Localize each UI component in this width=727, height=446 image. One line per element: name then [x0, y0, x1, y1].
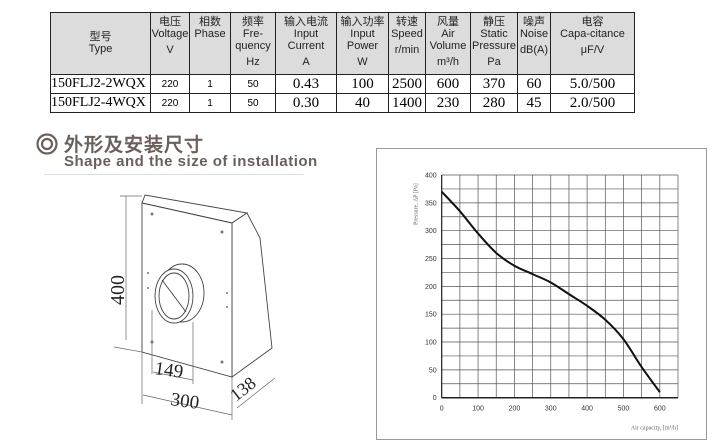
header-en: Static Pressure [471, 28, 517, 52]
header-unit: A [302, 56, 310, 68]
header-en: Phase [194, 28, 226, 40]
header-en: Noise [519, 28, 549, 40]
table-row: 150FLJ2-4WQX 220 1 50 0.30 40 1400 230 280 45 2.0/… [50, 93, 635, 113]
column-header: 噪声 Noise dB(A) [517, 12, 551, 75]
y-tick-label: 300 [425, 228, 437, 235]
header-cn: 电压 [159, 16, 181, 28]
header-cn: 噪声 [523, 16, 545, 28]
y-tick-label: 200 [425, 284, 437, 291]
header-unit: W [357, 56, 368, 68]
x-tick-label: 300 [545, 406, 557, 413]
column-header: 频率 Fre-quency Hz [230, 12, 276, 75]
table-row: 150FLJ2-2WQX 220 1 50 0.43 100 2500 600 370 60 5.0… [50, 74, 635, 94]
header-unit: μF/V [580, 44, 605, 56]
header-cn: 频率 [242, 16, 264, 28]
header-cn: 相数 [199, 16, 221, 28]
y-axis-label: Pressure, ΔP [Pa] [414, 183, 420, 225]
double-circle-icon [36, 132, 58, 155]
header-cn: 风量 [437, 16, 459, 28]
header-unit: Pa [487, 56, 501, 68]
table-cell: 2.0/500 [550, 93, 635, 113]
header-cn: 输入功率 [340, 16, 385, 28]
y-tick-label: 100 [425, 340, 437, 347]
dimension-height: 400 [107, 275, 129, 305]
table-cell: 100 [336, 74, 389, 94]
header-unit: m³/h [437, 56, 459, 68]
section-title: 外形及安装尺寸 [36, 130, 204, 157]
column-header: 电压 Voltage V [150, 12, 190, 75]
header-en: Speed [391, 28, 423, 40]
column-header: 型号 Type [50, 12, 151, 75]
header-unit: V [166, 44, 174, 56]
installation-drawing: 400 149 300 138 [107, 194, 276, 420]
column-header: 电容 Capa-citance μF/V [550, 12, 635, 75]
header-en: Air Volume [429, 28, 467, 52]
x-tick-label: 100 [472, 406, 484, 413]
header-unit: Hz [246, 56, 260, 68]
y-tick-label: 50 [429, 367, 437, 374]
header-unit: dB(A) [519, 44, 549, 56]
header-en: Type [88, 43, 113, 55]
table-cell: 45 [517, 93, 551, 113]
x-tick-label: 600 [654, 406, 666, 413]
pressure-curve [440, 191, 661, 393]
x-tick-label: 400 [581, 406, 593, 413]
y-tick-label: 150 [425, 312, 437, 319]
table-cell: 1400 [388, 93, 426, 113]
header-en: Fre-quency [235, 28, 271, 52]
column-header: 静压 Static Pressure Pa [470, 12, 518, 75]
header-en: Capa-citance [560, 28, 625, 40]
y-tick-label: 250 [425, 256, 437, 263]
x-axis-label: Air capacity, [m³/h] [631, 426, 678, 432]
header-cn: 输入电流 [284, 16, 328, 28]
column-header: 相数 Phase [189, 12, 231, 75]
table-cell: 0.30 [275, 93, 337, 113]
dimension-width: 300 [169, 389, 200, 414]
x-tick-label: 500 [618, 406, 630, 413]
y-tick-label: 400 [425, 173, 437, 180]
header-cn: 型号 [89, 31, 112, 43]
x-tick-label: 200 [509, 406, 521, 413]
y-tick-label: 0 [433, 395, 437, 402]
header-cn: 静压 [483, 16, 505, 28]
table-cell: 150FLJ2-4WQX [50, 93, 151, 113]
y-tick-label: 350 [425, 200, 437, 207]
dimension-duct: 149 [153, 358, 184, 383]
column-header: 转速 Speed r/min [388, 12, 426, 75]
header-en: Input Power [346, 28, 379, 52]
table-cell: 0.43 [275, 74, 337, 94]
header-en: Voltage [151, 28, 189, 40]
header-cn: 电容 [581, 16, 604, 28]
section-subtitle: Shape and the size of installation [64, 153, 318, 170]
header-unit: r/min [394, 44, 420, 56]
divider [44, 174, 304, 175]
header-cn: 转速 [396, 16, 418, 28]
chart-frame [376, 148, 707, 440]
table-cell: 40 [336, 93, 389, 113]
column-header: 输入电流 Input Current A [275, 12, 337, 75]
header-en: Input Current [287, 28, 325, 52]
table-cell: 280 [470, 93, 518, 113]
table-cell: 600 [425, 74, 471, 94]
x-tick-label: 0 [440, 406, 444, 413]
column-header: 输入功率 Input Power W [336, 12, 389, 75]
spec-table: 型号 Type 电压 Voltage V 相数 Phase 频率 Fre-quency Hz 输入电… [50, 12, 635, 113]
